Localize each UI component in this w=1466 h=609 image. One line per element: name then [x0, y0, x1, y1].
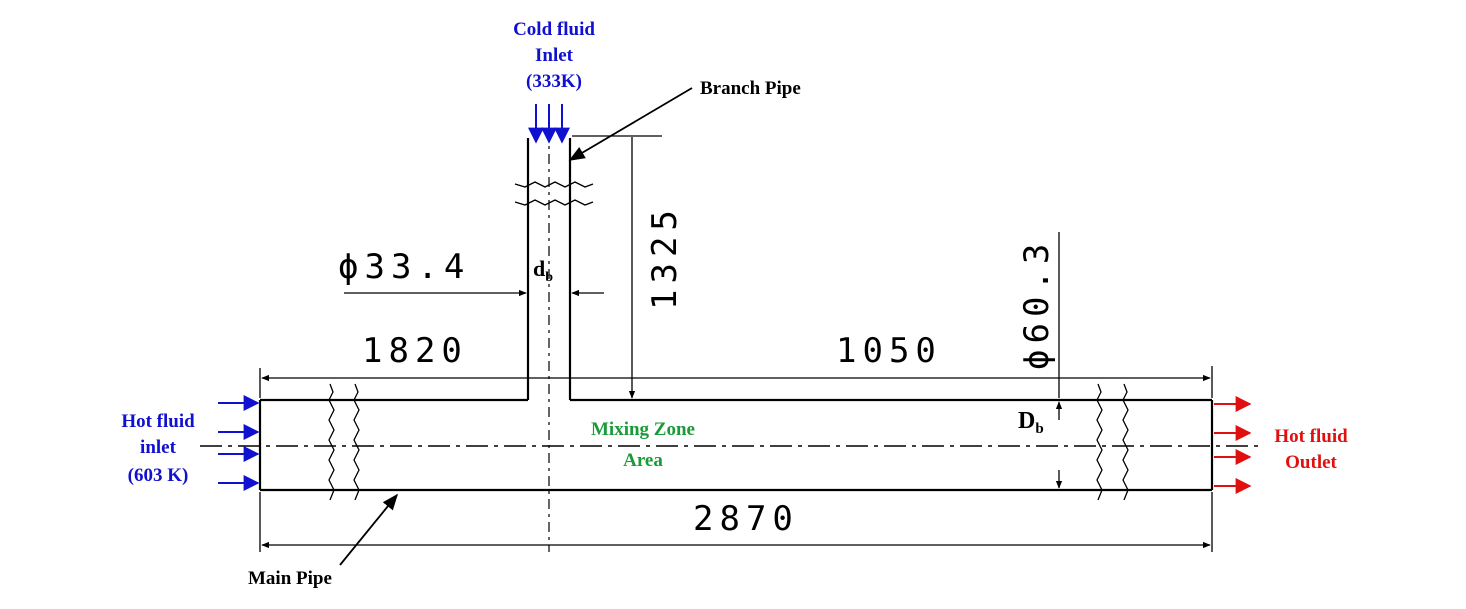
- branch-pipe-break: [514, 181, 594, 206]
- main-pipe-leader: [339, 493, 399, 566]
- left-length-value: 1820: [362, 331, 468, 371]
- cold-inlet-label: Cold fluid Inlet (333K): [513, 19, 595, 92]
- branch-pipe-label: Branch Pipe: [700, 78, 801, 99]
- main-diameter-symbol: Db: [1018, 408, 1044, 437]
- cold-inlet-line-2: Inlet: [535, 45, 574, 66]
- main-diameter-value: ϕ60.3: [1017, 238, 1057, 370]
- cold-inlet-line-3: (333K): [526, 71, 582, 92]
- total-length-value: 2870: [693, 499, 799, 539]
- hot-inlet-arrows: [218, 395, 260, 491]
- main-pipe-body: [258, 398, 1214, 492]
- branch-pipe-body: [526, 138, 572, 400]
- mixing-zone-line-1: Mixing Zone: [591, 419, 695, 440]
- mixing-zone-line-2: Area: [623, 450, 663, 471]
- cold-inlet-line-1: Cold fluid: [513, 19, 595, 40]
- hot-outlet-label: Hot fluid Outlet: [1274, 426, 1348, 473]
- branch-length-dimension: [572, 135, 662, 399]
- hot-inlet-label: Hot fluid inlet (603 K): [121, 411, 195, 486]
- right-length-value: 1050: [836, 331, 942, 371]
- hot-outlet-arrows: [1214, 396, 1252, 494]
- top-length-dimension: [259, 366, 1213, 398]
- hot-inlet-line-3: (603 K): [128, 465, 189, 486]
- hot-outlet-line-2: Outlet: [1285, 452, 1337, 473]
- branch-pipe-leader: [568, 87, 693, 161]
- cold-inlet-arrows: [528, 104, 570, 144]
- mixing-zone-label: Mixing Zone Area: [591, 419, 695, 471]
- branch-diameter-value: ϕ33.4: [338, 247, 470, 287]
- total-length-dimension: [259, 492, 1213, 552]
- hot-inlet-line-1: Hot fluid: [121, 411, 195, 432]
- main-pipe-label: Main Pipe: [248, 568, 332, 589]
- branch-length-value: 1325: [645, 204, 685, 310]
- hot-outlet-line-1: Hot fluid: [1274, 426, 1348, 447]
- main-pipe-break-left: [328, 383, 360, 501]
- main-pipe-break-right: [1096, 383, 1129, 501]
- branch-diameter-symbol: db: [533, 256, 553, 285]
- hot-inlet-line-2: inlet: [140, 437, 177, 458]
